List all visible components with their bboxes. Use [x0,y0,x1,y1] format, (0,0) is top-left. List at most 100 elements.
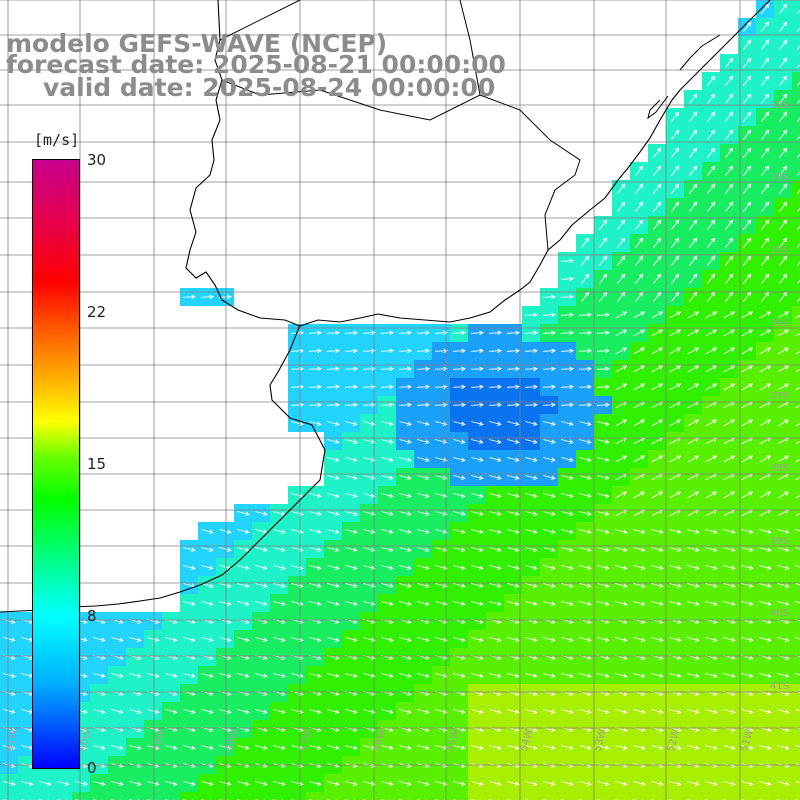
wind-arrow [759,383,772,391]
wind-arrow [777,547,790,552]
speed-cell [792,288,800,306]
wind-arrow [760,219,770,230]
wind-arrow [507,745,520,750]
wind-arrow [796,207,800,212]
wind-arrow [488,402,502,408]
wind-arrow [687,455,700,463]
speed-cell [288,792,306,800]
wind-arrow [633,565,646,570]
speed-cell [396,792,414,800]
wind-arrow [542,384,556,390]
wind-arrow [165,673,178,678]
wind-arrow [327,565,340,570]
wind-arrow [201,565,214,570]
wind-arrow [165,709,178,714]
wind-arrow [471,781,484,786]
wind-arrow [399,529,412,534]
wind-arrow [417,637,430,642]
wind-arrow [309,781,322,786]
wind-arrow [525,475,538,480]
wind-arrow [362,366,376,372]
wind-arrow [417,457,430,462]
speed-cell [738,792,756,800]
speed-cell [36,792,54,800]
wind-arrow [417,529,430,534]
wind-arrow [471,565,484,570]
wind-arrow [417,601,430,606]
wind-arrow [399,601,412,606]
wind-arrow [542,312,556,318]
speed-cell [162,792,180,800]
speed-cell [252,792,270,800]
wind-arrow [129,781,142,786]
wind-arrow [724,93,734,104]
wind-arrow [183,709,196,714]
wind-arrow [777,709,790,714]
wind-arrow [633,491,646,499]
wind-arrow [705,491,718,499]
wind-arrow [795,781,800,784]
wind-arrow [687,529,700,534]
wind-arrow [723,383,736,391]
wind-arrow [651,547,664,552]
wind-arrow [363,439,376,444]
valid-date: valid date: 2025-08-24 00:00:00 [43,73,496,102]
wind-arrow [796,225,800,230]
wind-arrow [507,475,520,480]
wind-arrow [742,165,752,176]
wind-arrow [93,673,106,678]
wind-arrow [561,493,574,498]
wind-arrow [795,513,800,517]
wind-arrow [273,565,286,570]
wind-arrow [453,583,466,588]
wind-arrow [417,583,430,588]
wind-arrow [669,491,682,499]
wind-arrow [219,547,232,552]
wind-arrow [507,637,520,642]
wind-arrow [435,511,448,516]
speed-cell [792,648,800,666]
wind-arrow [543,457,556,462]
speed-cell [792,90,800,108]
wind-arrow [255,709,268,714]
wind-arrow [759,419,772,427]
wind-arrow [453,547,466,552]
wind-arrow [741,491,754,499]
wind-arrow [741,601,754,606]
wind-arrow [219,673,232,678]
wind-arrow [579,439,592,444]
speed-cell [792,540,800,558]
wind-arrow [255,781,268,786]
wind-arrow [435,601,448,606]
wind-arrow [399,439,412,444]
wind-arrow [560,384,574,390]
wind-arrow [506,366,520,372]
wind-arrow [381,781,394,786]
wind-arrow [201,547,214,552]
wind-arrow [561,439,574,444]
speed-cell [342,792,360,800]
wind-arrow [543,745,556,750]
wind-arrow [760,165,770,176]
wind-arrow [706,75,716,86]
speed-cell [792,414,800,432]
wind-arrow [651,601,664,606]
speed-cell [792,54,800,72]
wind-arrow [724,165,734,176]
wind-arrow [796,297,800,302]
wind-arrow [147,673,160,678]
speed-cell [792,486,800,504]
wind-arrow [381,547,394,552]
wind-arrow [345,529,358,534]
wind-arrow [327,637,340,642]
wind-arrow [363,583,376,588]
wind-arrow [3,781,16,786]
wind-arrow [435,421,448,426]
wind-arrow [344,330,358,336]
wind-arrow [435,673,448,678]
wind-arrow [579,475,592,480]
latitude-label: 34S [770,172,789,183]
wind-arrow [795,369,800,373]
lagoon-outline [647,34,721,120]
